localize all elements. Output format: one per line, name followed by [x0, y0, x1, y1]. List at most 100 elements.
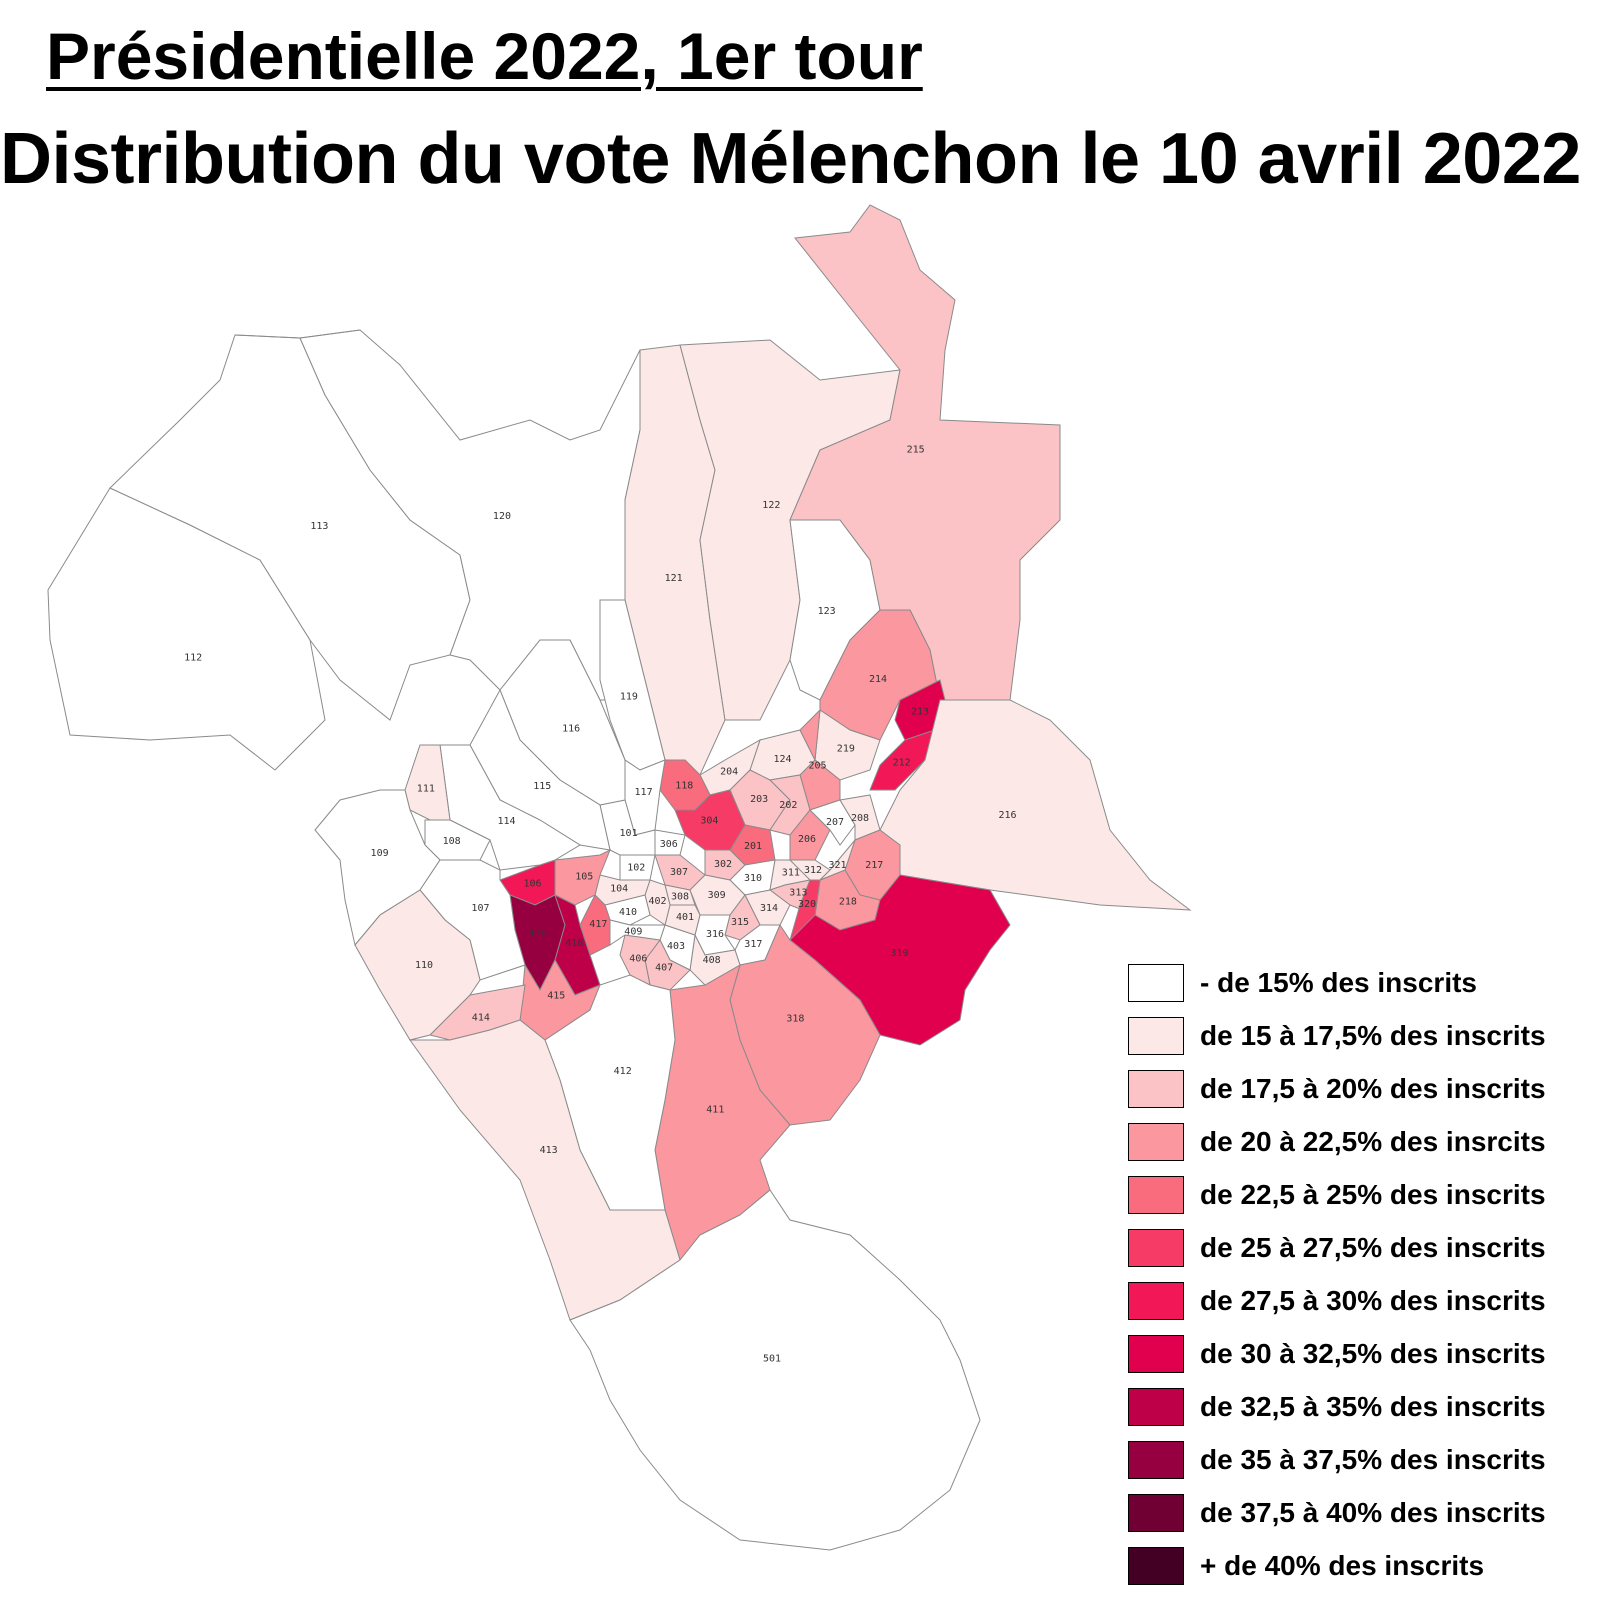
zone-label: 309: [708, 890, 726, 901]
zone-label: 215: [907, 445, 925, 456]
zone-413: [409, 1019, 681, 1321]
legend-item: - de 15% des inscrits: [1128, 964, 1598, 1006]
zone-label: 219: [837, 743, 855, 754]
zone-label: 312: [804, 865, 822, 876]
zone-label: 216: [998, 810, 1016, 821]
zone-216: [869, 699, 1192, 911]
zone-label: 117: [635, 787, 653, 798]
zone-label: 306: [660, 839, 678, 850]
legend-swatch: [1128, 1017, 1184, 1055]
zone-label: 213: [911, 707, 929, 718]
map-subtitle: Distribution du vote Mélenchon le 10 avr…: [0, 119, 1581, 199]
zone-label: 120: [493, 511, 511, 522]
zone-label: 411: [706, 1105, 724, 1116]
zone-label: 212: [893, 758, 911, 769]
zone-label: 206: [798, 834, 816, 845]
zone-label: 302: [714, 859, 732, 870]
zone-label: 409: [624, 927, 642, 938]
zone-label: 501: [763, 1353, 781, 1364]
legend-label: de 27,5 à 30% des inscrits: [1200, 1285, 1546, 1316]
zone-label: 311: [782, 868, 800, 879]
legend-item: de 27,5 à 30% des inscrits: [1128, 1282, 1598, 1324]
zone-label: 308: [671, 891, 689, 902]
zone-label: 102: [627, 863, 645, 874]
legend-swatch: [1128, 1494, 1184, 1532]
zone-label: 124: [773, 754, 791, 765]
zone-label: 307: [670, 867, 688, 878]
zone-label: 414: [472, 1013, 490, 1024]
zone-label: 107: [471, 903, 489, 914]
zone-label: 321: [828, 860, 846, 871]
legend-label: + de 40% des inscrits: [1200, 1550, 1485, 1581]
zone-label: 413: [540, 1145, 558, 1156]
zone-label: 313: [789, 888, 807, 899]
legend-item: de 32,5 à 35% des inscrits: [1128, 1388, 1598, 1430]
zone-label: 108: [443, 836, 461, 847]
zone-321: [819, 839, 856, 881]
zone-label: 118: [675, 781, 693, 792]
zone-label: 416: [528, 928, 546, 939]
zone-319: [789, 874, 1011, 1046]
zone-label: 315: [731, 917, 749, 928]
zone-label: 401: [676, 912, 694, 923]
zone-label: 204: [720, 767, 738, 778]
zone-label: 105: [575, 871, 593, 882]
legend-swatch: [1128, 1070, 1184, 1108]
zone-label: 406: [629, 953, 647, 964]
legend-item: de 35 à 37,5% des inscrits: [1128, 1441, 1598, 1483]
zone-label: 104: [610, 883, 628, 894]
zone-304: [674, 789, 746, 851]
zone-label: 403: [667, 941, 685, 952]
zone-label: 205: [808, 761, 826, 772]
zone-label: 123: [818, 606, 836, 617]
zone-label: 112: [184, 652, 202, 663]
zone-320: [788, 879, 821, 942]
legend-swatch: [1128, 1229, 1184, 1267]
legend-swatch: [1128, 1123, 1184, 1161]
zone-label: 203: [750, 794, 768, 805]
legend-label: de 20 à 22,5% des insrcits: [1200, 1126, 1546, 1157]
legend-item: de 15 à 17,5% des inscrits: [1128, 1017, 1598, 1059]
zone-label: 318: [786, 1013, 804, 1024]
legend-label: de 37,5 à 40% des inscrits: [1200, 1497, 1546, 1528]
zone-label: 114: [497, 816, 515, 827]
zone-label: 113: [310, 521, 328, 532]
zone-207: [809, 799, 856, 846]
zone-label: 110: [415, 960, 433, 971]
zone-110: [354, 889, 481, 1041]
legend-label: de 17,5 à 20% des inscrits: [1200, 1073, 1546, 1104]
zone-label: 316: [706, 929, 724, 940]
zone-label: 408: [703, 955, 721, 966]
zone-label: 116: [562, 723, 580, 734]
zone-label: 122: [762, 500, 780, 511]
legend-label: de 22,5 à 25% des inscrits: [1200, 1179, 1546, 1210]
zone-label: 208: [851, 813, 869, 824]
zone-label: 320: [798, 899, 816, 910]
zone-206: [789, 809, 831, 861]
legend-label: de 32,5 à 35% des inscrits: [1200, 1391, 1546, 1422]
legend-swatch: [1128, 964, 1184, 1002]
zone-501: [569, 1189, 981, 1551]
zone-label: 106: [523, 878, 541, 889]
legend-swatch: [1128, 1335, 1184, 1373]
zone-label: 111: [417, 783, 435, 794]
zone-label: 304: [700, 816, 718, 827]
zone-label: 407: [655, 963, 673, 974]
legend-label: de 30 à 32,5% des inscrits: [1200, 1338, 1546, 1369]
legend-swatch: [1128, 1176, 1184, 1214]
legend-swatch: [1128, 1388, 1184, 1426]
legend-swatch: [1128, 1441, 1184, 1479]
zone-label: 310: [744, 873, 762, 884]
legend-item: de 17,5 à 20% des inscrits: [1128, 1070, 1598, 1112]
zone-label: 207: [826, 817, 844, 828]
zone-label: 202: [779, 800, 797, 811]
legend-item: de 25 à 27,5% des inscrits: [1128, 1229, 1598, 1271]
legend-item: de 22,5 à 25% des inscrits: [1128, 1176, 1598, 1218]
zone-label: 417: [589, 919, 607, 930]
legend-item: de 30 à 32,5% des inscrits: [1128, 1335, 1598, 1377]
legend-item: de 20 à 22,5% des insrcits: [1128, 1123, 1598, 1165]
zone-label: 109: [371, 848, 389, 859]
zone-label: 214: [869, 674, 887, 685]
legend-swatch: [1128, 1547, 1184, 1585]
legend-item: + de 40% des inscrits: [1128, 1547, 1598, 1589]
